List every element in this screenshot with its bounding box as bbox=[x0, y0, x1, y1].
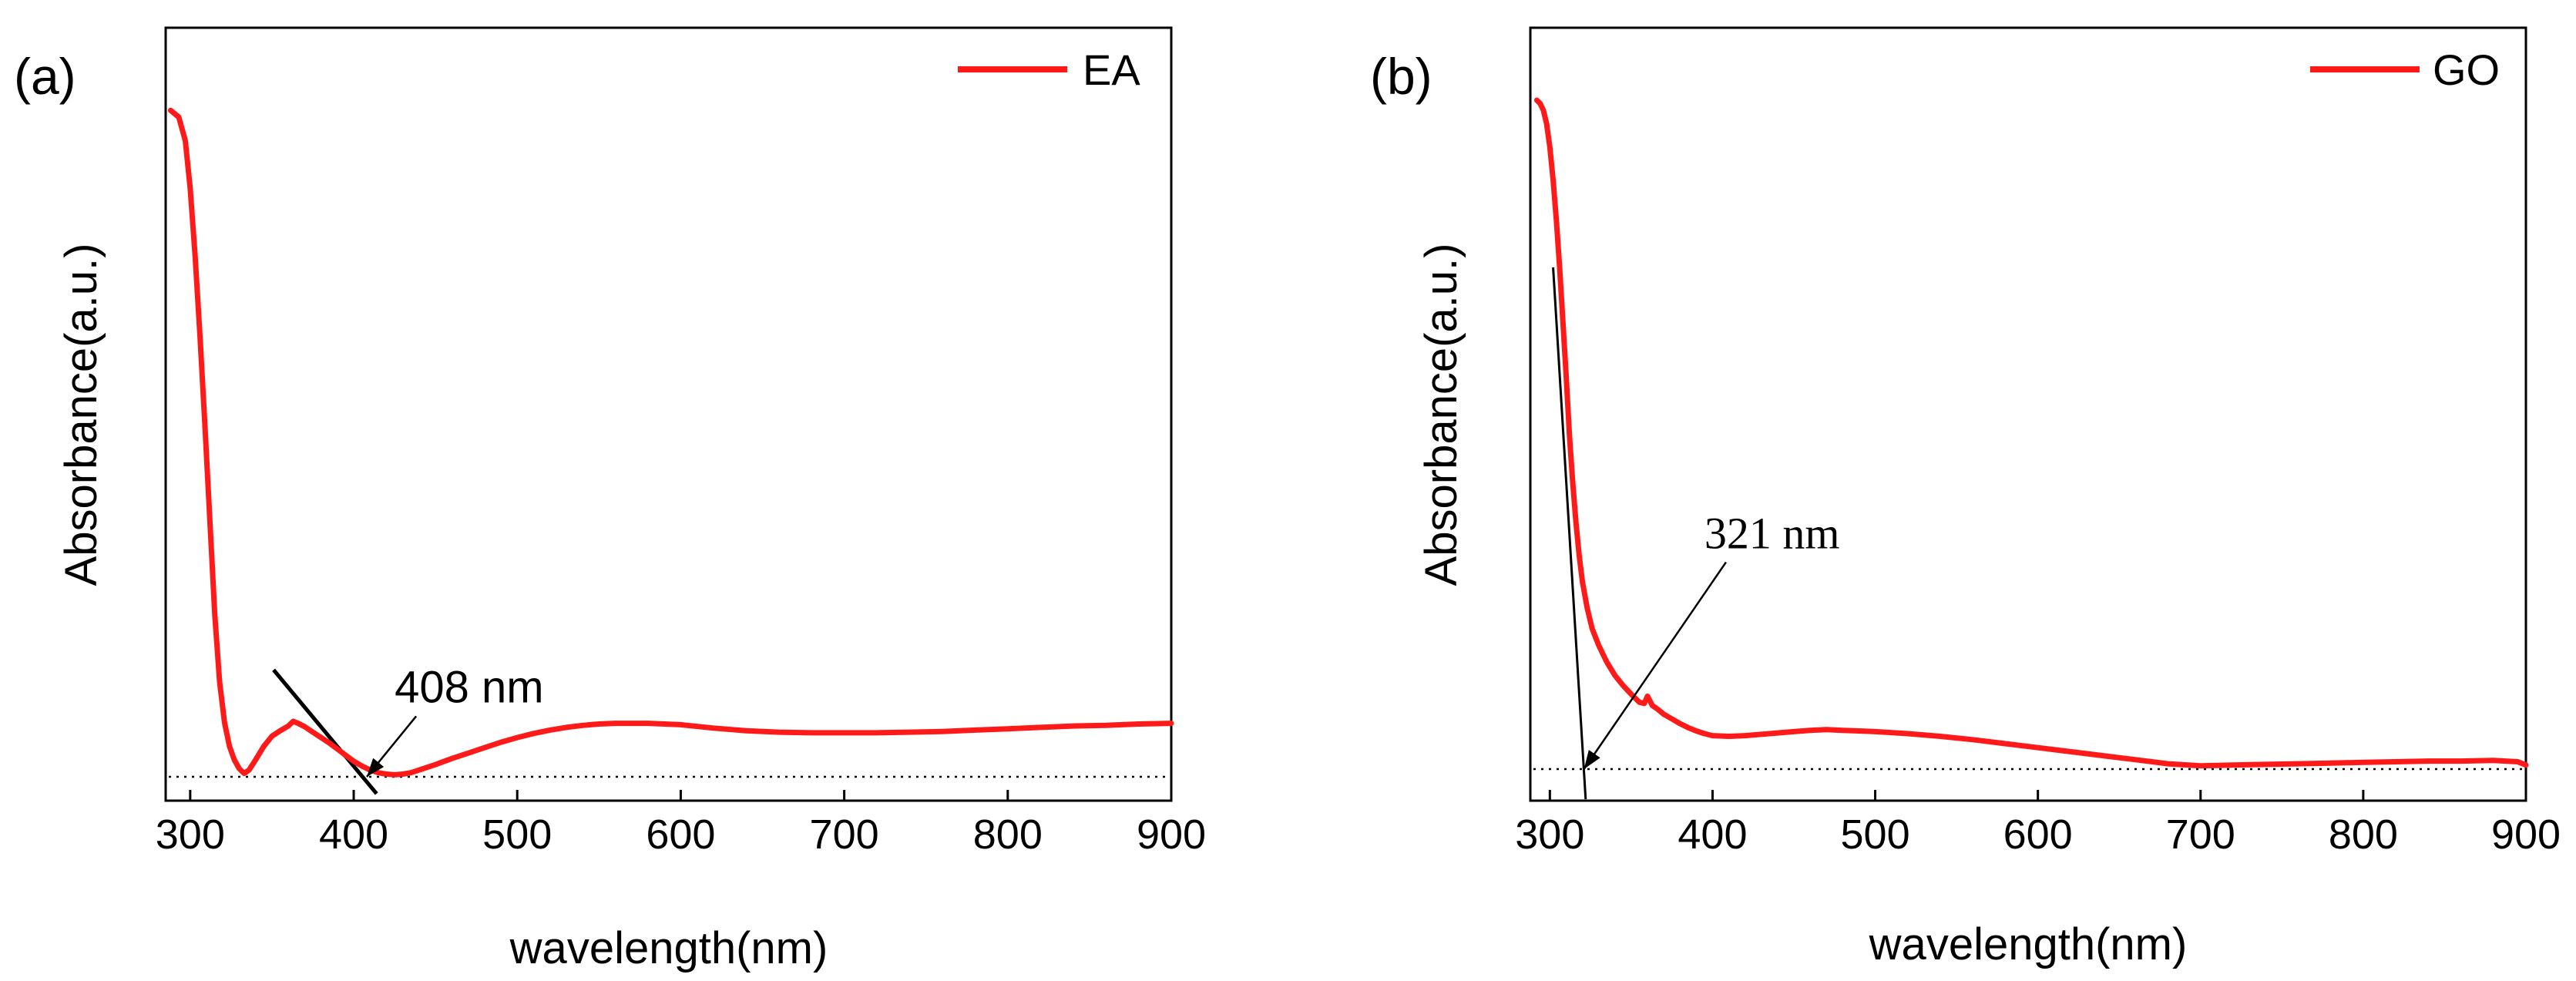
y-axis-title: Absorbance(a.u.) bbox=[1416, 244, 1466, 586]
x-tick-label: 500 bbox=[482, 811, 552, 858]
annotation-label: 321 nm bbox=[1704, 509, 1840, 559]
x-tick-label: 700 bbox=[2166, 811, 2235, 858]
x-tick-label: 300 bbox=[1515, 811, 1584, 858]
chart-panel-a: (a) 300 400 500 600 700 800 900 Absorbance(a.u… bbox=[14, 26, 1206, 973]
x-tick-label: 800 bbox=[2329, 811, 2398, 858]
chart-panel-b: (b) 300 400 500 600 700 800 900 Absorbance(a.u… bbox=[1370, 26, 2561, 969]
x-tick-label: 900 bbox=[1137, 811, 1206, 858]
annotation-label: 408 nm bbox=[395, 662, 543, 712]
x-tick-labels: 300 400 500 600 700 800 900 bbox=[1515, 811, 2561, 858]
x-tick-label: 600 bbox=[2003, 811, 2073, 858]
x-tick-label: 800 bbox=[973, 811, 1043, 858]
x-tick-label: 300 bbox=[156, 811, 225, 858]
plot-frame bbox=[1529, 26, 2527, 802]
annotation-arrowhead bbox=[367, 758, 385, 777]
tangent-line bbox=[1552, 267, 1587, 800]
annotation-arrowhead bbox=[1584, 750, 1600, 769]
x-axis-title: wavelength(nm) bbox=[509, 923, 828, 973]
annotation-arrow bbox=[1583, 561, 1727, 770]
tangent-line bbox=[272, 668, 378, 795]
x-tick-label: 400 bbox=[1678, 811, 1747, 858]
series-line-go bbox=[1533, 97, 2529, 769]
x-tick-labels: 300 400 500 600 700 800 900 bbox=[156, 811, 1206, 858]
x-tick-label: 700 bbox=[810, 811, 879, 858]
x-axis-title: wavelength(nm) bbox=[1869, 919, 2188, 969]
x-tick-label: 400 bbox=[319, 811, 388, 858]
panel-label: (b) bbox=[1370, 48, 1432, 105]
x-tick-label: 500 bbox=[1841, 811, 1910, 858]
x-tick-label: 600 bbox=[646, 811, 715, 858]
y-axis-title: Absorbance(a.u.) bbox=[56, 244, 106, 586]
x-ticks bbox=[189, 790, 1173, 801]
panel-label: (a) bbox=[14, 48, 76, 105]
legend-label: EA bbox=[1083, 45, 1140, 94]
series-line-ea bbox=[167, 107, 1174, 778]
x-ticks bbox=[1548, 790, 2527, 801]
x-tick-label: 900 bbox=[2491, 811, 2561, 858]
plot-frame bbox=[164, 26, 1173, 802]
legend-label: GO bbox=[2433, 45, 2500, 94]
